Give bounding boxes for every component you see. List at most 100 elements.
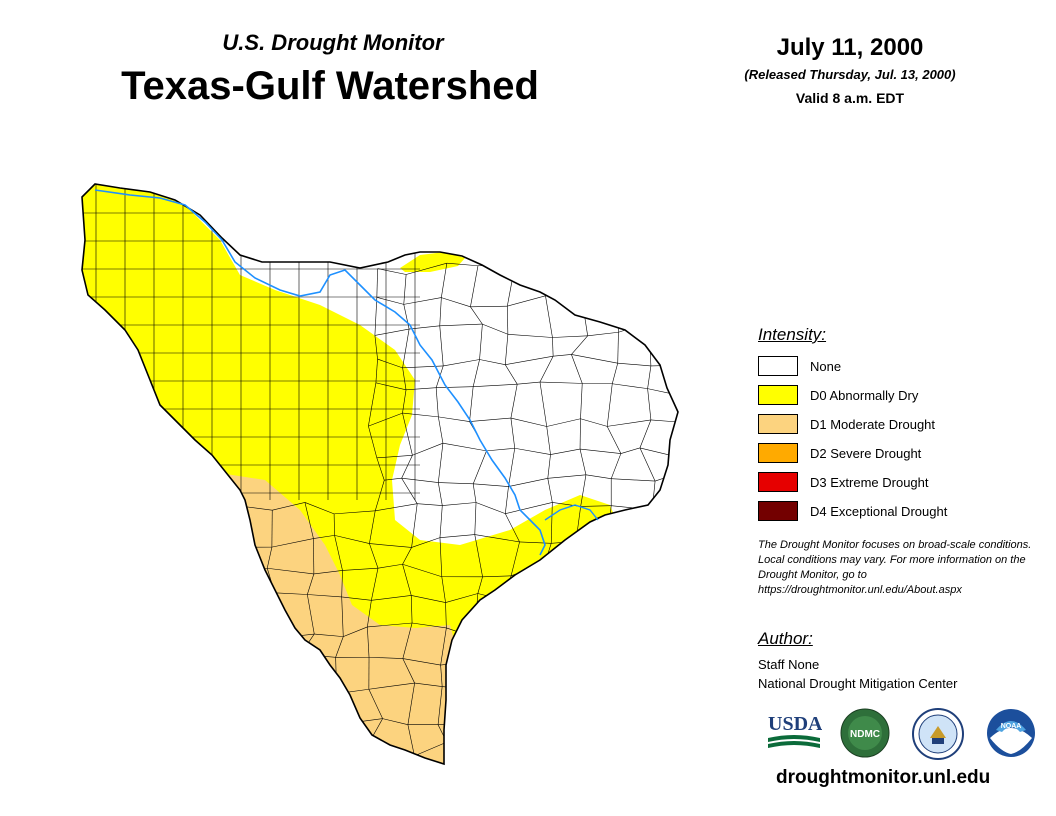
county-line bbox=[233, 621, 281, 639]
county-line bbox=[504, 486, 509, 514]
county-line bbox=[233, 622, 241, 668]
county-line bbox=[515, 264, 548, 271]
county-line bbox=[619, 655, 651, 660]
county-line bbox=[543, 633, 550, 664]
county-line bbox=[545, 269, 548, 296]
county-line bbox=[575, 541, 588, 568]
legend-item: D2 Severe Drought bbox=[758, 443, 921, 463]
county-line bbox=[469, 744, 509, 759]
county-line bbox=[371, 568, 379, 601]
county-line bbox=[605, 694, 615, 716]
county-line bbox=[348, 741, 370, 744]
county-line bbox=[313, 535, 335, 539]
county-line bbox=[304, 502, 314, 539]
county-line bbox=[543, 655, 580, 665]
county-line bbox=[435, 365, 444, 388]
county-line bbox=[650, 419, 678, 424]
legend-swatch bbox=[758, 414, 798, 434]
county-line bbox=[672, 365, 678, 395]
county-line bbox=[486, 447, 515, 452]
county-line bbox=[618, 322, 650, 333]
county-line bbox=[586, 565, 610, 568]
county-line bbox=[679, 293, 681, 327]
county-line bbox=[544, 563, 588, 568]
county-line bbox=[376, 268, 378, 298]
county-line bbox=[304, 717, 350, 724]
county-line bbox=[681, 265, 690, 293]
county-line bbox=[618, 295, 642, 303]
county-line bbox=[580, 383, 583, 419]
drought-fill-layer bbox=[82, 184, 620, 764]
county-line bbox=[341, 570, 343, 597]
county-line bbox=[235, 753, 270, 758]
county-line bbox=[580, 474, 587, 507]
county-line bbox=[304, 502, 335, 515]
county-line bbox=[547, 474, 586, 479]
county-line bbox=[505, 355, 554, 365]
county-line bbox=[537, 689, 579, 692]
county-line bbox=[606, 383, 613, 427]
county-line bbox=[641, 295, 650, 323]
county-line bbox=[369, 510, 376, 544]
county-line bbox=[575, 743, 617, 752]
county-line bbox=[552, 337, 554, 357]
county-line bbox=[582, 593, 607, 598]
county-line bbox=[376, 296, 404, 305]
author-org: National Drought Mitigation Center bbox=[758, 676, 958, 691]
county-line bbox=[473, 483, 509, 487]
county-line bbox=[336, 693, 350, 724]
county-line bbox=[401, 455, 413, 479]
county-line bbox=[674, 474, 678, 513]
county-line bbox=[587, 331, 619, 337]
county-line bbox=[515, 662, 520, 688]
author-title: Author: bbox=[758, 629, 813, 648]
county-line bbox=[650, 658, 678, 667]
county-line bbox=[502, 591, 546, 601]
county-line bbox=[606, 627, 620, 657]
county-line bbox=[574, 713, 579, 752]
county-line bbox=[239, 505, 248, 548]
county-line bbox=[272, 685, 283, 716]
county-line bbox=[240, 657, 267, 668]
county-line bbox=[274, 592, 308, 595]
county-line bbox=[648, 322, 678, 329]
county-line bbox=[605, 655, 620, 695]
county-line bbox=[439, 323, 483, 327]
site-url[interactable]: droughtmonitor.unl.edu bbox=[776, 767, 991, 788]
county-line bbox=[681, 666, 686, 683]
county-line bbox=[474, 534, 520, 543]
county-line bbox=[402, 389, 407, 414]
county-line bbox=[232, 685, 273, 691]
county-line bbox=[436, 386, 474, 388]
county-line bbox=[313, 692, 337, 694]
county-line bbox=[618, 277, 623, 303]
county-line bbox=[371, 595, 412, 601]
county-line bbox=[407, 724, 415, 756]
county-line bbox=[474, 534, 483, 577]
county-line bbox=[367, 622, 413, 628]
county-line bbox=[646, 683, 678, 694]
county-line bbox=[605, 692, 647, 695]
county-line bbox=[367, 600, 372, 628]
county-line bbox=[368, 426, 378, 458]
county-line bbox=[438, 482, 443, 506]
legend-item: D4 Exceptional Drought bbox=[758, 501, 947, 521]
county-line bbox=[369, 543, 412, 548]
county-line bbox=[514, 447, 551, 455]
county-line bbox=[402, 365, 444, 369]
county-line bbox=[647, 388, 652, 421]
county-line bbox=[439, 534, 475, 538]
county-line bbox=[537, 742, 576, 752]
county-line bbox=[375, 359, 378, 383]
county-line bbox=[439, 325, 444, 366]
county-line bbox=[547, 262, 575, 271]
county-line bbox=[435, 387, 439, 417]
county-line bbox=[474, 624, 514, 638]
county-line bbox=[376, 457, 385, 481]
county-line bbox=[638, 715, 678, 728]
county-line bbox=[407, 683, 415, 725]
county-line bbox=[307, 573, 315, 595]
county-line bbox=[621, 268, 642, 278]
county-line bbox=[267, 567, 314, 575]
county-line bbox=[617, 362, 651, 367]
